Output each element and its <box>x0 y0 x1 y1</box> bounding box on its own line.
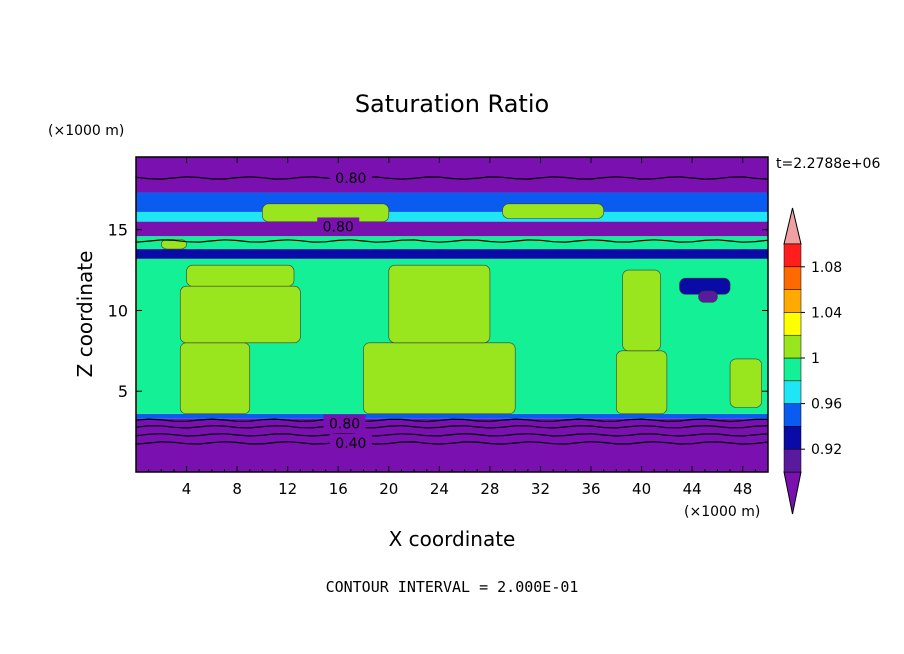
colorbar-swatch <box>783 426 802 450</box>
colorbar-tick-label: 1.04 <box>811 305 842 321</box>
x-tick-label: 20 <box>379 480 398 498</box>
contour-lines: 0.80 0.80 0.80 0.40 <box>135 169 769 452</box>
colorbar: 0.92 0.96 1 1.04 1.08 <box>783 207 842 515</box>
field-patch <box>616 350 668 415</box>
y-axis-ticks: 5 10 15 <box>108 221 768 401</box>
x-unit-label: (×1000 m) <box>684 504 760 520</box>
chart-title: Saturation Ratio <box>355 90 549 118</box>
field-patch <box>179 285 301 344</box>
colorbar-swatch <box>783 243 802 268</box>
colorbar-tick-label: 1 <box>811 351 820 367</box>
contour-label-bg <box>317 217 360 234</box>
colorbar-swatch <box>783 312 802 336</box>
colorbar-tick-label: 0.92 <box>811 442 842 458</box>
contour-label: 0.40 <box>335 436 366 452</box>
colorbar-under-arrow <box>783 471 802 515</box>
field-patch <box>698 290 718 303</box>
contour-label-bg <box>329 169 372 185</box>
contour-label: 0.80 <box>335 171 366 187</box>
x-axis-label: X coordinate <box>389 527 516 551</box>
field-patch <box>186 264 295 287</box>
colorbar-over-arrow <box>783 207 802 245</box>
contour-label: 0.80 <box>329 417 360 433</box>
contour-line <box>135 239 769 243</box>
field-band <box>136 192 768 212</box>
colorbar-swatch <box>783 403 802 427</box>
field-band <box>136 221 768 237</box>
y-tick-label: 5 <box>118 382 128 401</box>
x-tick-label: 40 <box>632 480 651 498</box>
x-tick-label: 4 <box>182 480 192 498</box>
contour-line <box>135 418 769 423</box>
colorbar-swatch <box>783 266 802 290</box>
contour-line <box>135 441 769 445</box>
x-tick-label: 36 <box>581 480 600 498</box>
contour-label-bg <box>323 414 366 431</box>
field-patch <box>363 342 516 415</box>
field-patch <box>179 342 251 415</box>
colorbar-swatch <box>783 289 802 313</box>
x-tick-label: 8 <box>232 480 242 498</box>
field-band <box>136 236 768 250</box>
colorbar-swatch <box>783 334 802 359</box>
contour-line <box>135 432 769 437</box>
field-patch <box>502 203 604 219</box>
x-axis-ticks: 4 8 12 16 20 24 28 32 36 40 44 48 <box>148 157 756 498</box>
x-tick-label: 12 <box>278 480 297 498</box>
x-tick-label: 28 <box>480 480 499 498</box>
plot-area <box>136 157 768 472</box>
field-patch <box>160 239 187 250</box>
x-tick-label: 24 <box>430 480 449 498</box>
colorbar-swatch <box>783 380 802 404</box>
y-tick-label: 15 <box>108 221 128 240</box>
x-tick-label: 48 <box>733 480 752 498</box>
field-band <box>136 211 768 222</box>
colorbar-swatch <box>783 448 802 473</box>
y-tick-label: 10 <box>108 301 128 320</box>
contour-line <box>135 176 769 180</box>
time-label: t=2.2788e+06 <box>776 156 880 172</box>
field-patch <box>729 358 762 408</box>
y-unit-label: (×1000 m) <box>48 123 124 139</box>
contour-interval-footer: CONTOUR INTERVAL = 2.000E-01 <box>326 578 579 596</box>
contour-label-bg <box>329 433 372 450</box>
field-band <box>136 249 768 259</box>
colorbar-swatch <box>783 357 802 382</box>
x-tick-label: 16 <box>329 480 348 498</box>
colorbar-tick-label: 1.08 <box>811 260 842 276</box>
field-band <box>136 157 768 193</box>
field-patch <box>388 264 491 344</box>
x-tick-label: 32 <box>531 480 550 498</box>
field-band <box>136 413 768 419</box>
colorbar-tick-label: 0.96 <box>811 397 842 413</box>
contour-line <box>135 424 769 429</box>
x-tick-label: 44 <box>683 480 702 498</box>
y-axis-label: Z coordinate <box>73 251 97 378</box>
contour-label: 0.80 <box>323 219 354 235</box>
field-patch <box>622 269 661 352</box>
plot-frame <box>135 156 769 473</box>
